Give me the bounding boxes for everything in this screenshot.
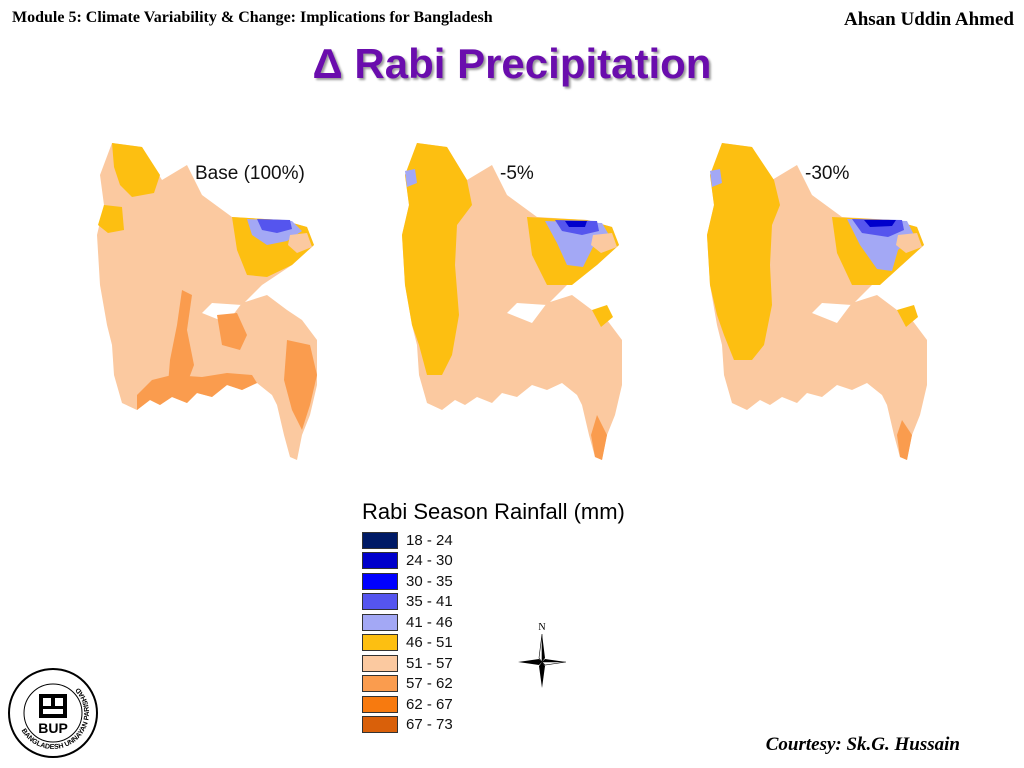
zone-northwest-blue <box>405 169 417 187</box>
zone-northwest-blue <box>710 169 722 187</box>
legend-swatch <box>362 654 398 672</box>
legend-range-label: 62 - 67 <box>406 695 453 713</box>
map-base: Base (100%) <box>92 135 332 475</box>
legend-title: Rabi Season Rainfall (mm) <box>362 499 625 524</box>
north-label: N <box>538 622 545 633</box>
zone-south-orange <box>591 415 607 460</box>
zone-west-yellow <box>707 143 780 360</box>
map-minus30: -30% <box>702 135 942 475</box>
legend-range-label: 67 - 73 <box>406 716 453 734</box>
legend-swatch <box>362 531 398 549</box>
slide-title: Δ Rabi Precipitation <box>312 40 712 87</box>
legend-swatch <box>362 613 398 631</box>
legend-range-label: 41 - 46 <box>406 613 453 631</box>
author-name: Ahsan Uddin Ahmed <box>843 9 1014 30</box>
zone-south-orange-3 <box>284 340 317 430</box>
legend-swatch <box>362 716 398 734</box>
legend-swatch <box>362 552 398 570</box>
zone-sylhet-beige <box>896 233 922 253</box>
zone-northeast-blue-dark <box>565 221 587 227</box>
legend-row: 62 - 67 <box>362 694 453 715</box>
legend-swatch <box>362 634 398 652</box>
legend-range-label: 46 - 51 <box>406 634 453 652</box>
legend-range-label: 35 - 41 <box>406 593 453 611</box>
legend-range-label: 30 - 35 <box>406 572 453 590</box>
map-label-minus5: -5% <box>500 163 534 184</box>
map-label-minus30: -30% <box>805 163 850 184</box>
zone-sylhet-beige <box>288 233 312 253</box>
legend-swatch <box>362 572 398 590</box>
legend-range-label: 24 - 30 <box>406 552 453 570</box>
legend-row: 18 - 24 <box>362 530 453 551</box>
zone-ctg-yellow <box>592 305 613 327</box>
legend-row: 57 - 62 <box>362 674 453 695</box>
zone-northeast-blue-dark <box>864 220 896 227</box>
legend: 18 - 24 24 - 30 30 - 35 35 - 41 41 - 46 46 - … <box>362 530 453 735</box>
zone-sylhet-beige <box>591 233 617 253</box>
map-minus5: -5% <box>397 135 637 475</box>
legend-row: 24 - 30 <box>362 551 453 572</box>
module-title: Module 5: Climate Variability & Change: … <box>12 9 493 26</box>
zone-west-yellow <box>112 143 160 197</box>
zone-delta-orange <box>137 373 257 410</box>
legend-row: 41 - 46 <box>362 612 453 633</box>
zone-west-yellow-2 <box>98 205 124 233</box>
bup-logo-icon: BANGLADESH UNNAYAN PARISHAD BUP <box>8 668 98 758</box>
courtesy-credit: Courtesy: Sk.G. Hussain <box>765 734 960 755</box>
legend-row: 46 - 51 <box>362 633 453 654</box>
zone-south-orange-2 <box>217 313 247 350</box>
legend-row: 30 - 35 <box>362 571 453 592</box>
zone-south-orange-1 <box>167 290 194 397</box>
legend-range-label: 51 - 57 <box>406 654 453 672</box>
legend-swatch <box>362 593 398 611</box>
legend-swatch <box>362 675 398 693</box>
legend-row: 67 - 73 <box>362 715 453 736</box>
legend-row: 51 - 57 <box>362 653 453 674</box>
legend-row: 35 - 41 <box>362 592 453 613</box>
legend-swatch <box>362 695 398 713</box>
zone-south-orange <box>897 420 912 460</box>
map-label-base: Base (100%) <box>195 163 305 184</box>
zone-west-yellow <box>402 143 472 375</box>
zone-northeast-blue <box>555 220 599 235</box>
legend-range-label: 18 - 24 <box>406 531 453 549</box>
logo-text: BUP <box>38 720 68 736</box>
zone-northeast-blue-light <box>545 221 609 267</box>
north-arrow-icon: N <box>518 622 567 688</box>
zone-ctg-yellow <box>897 305 918 327</box>
legend-range-label: 57 - 62 <box>406 675 453 693</box>
zone-northeast-blue <box>257 219 292 233</box>
